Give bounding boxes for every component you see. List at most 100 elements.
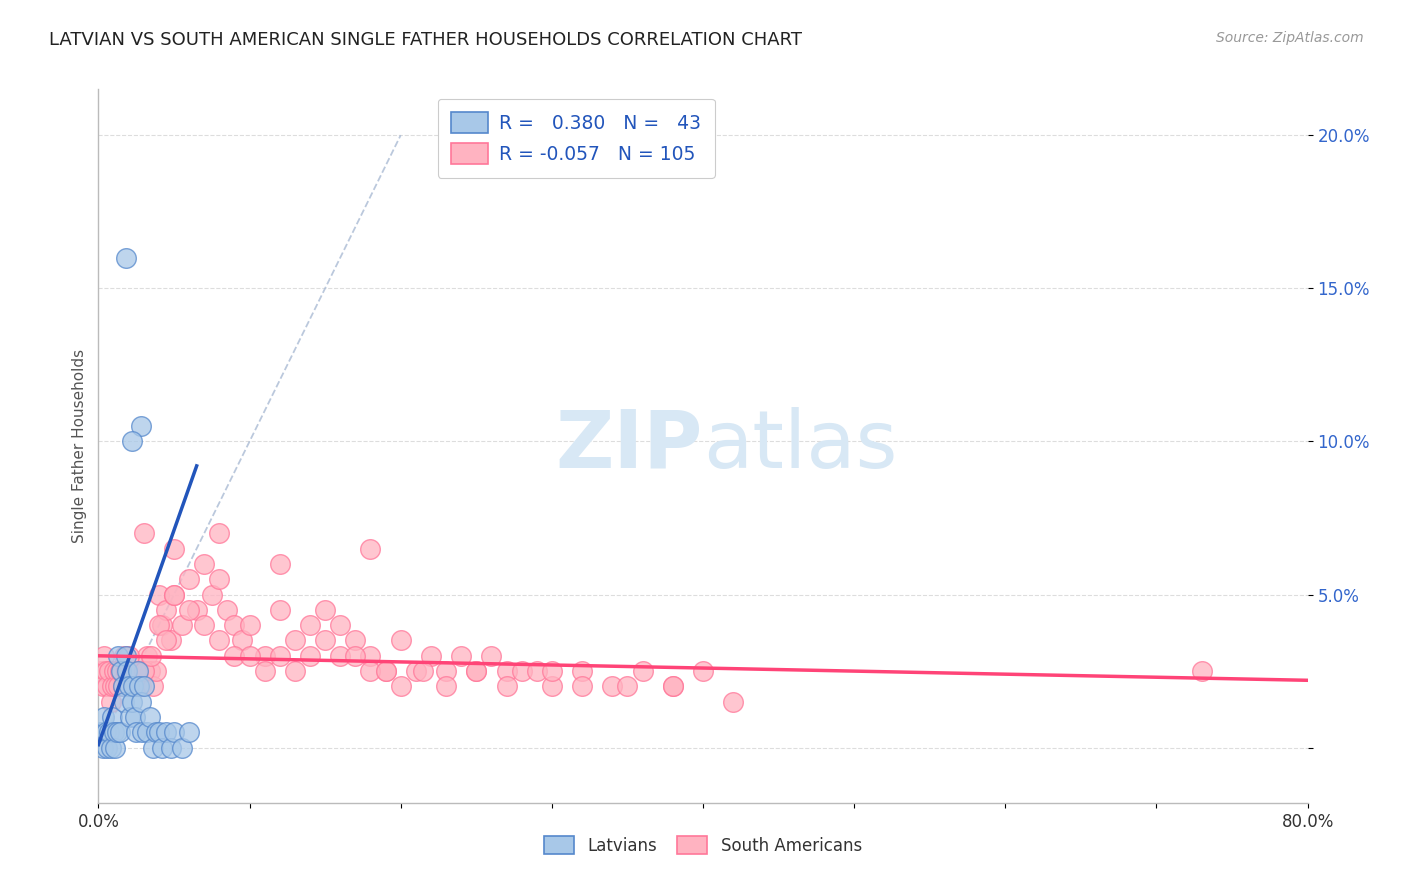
- Text: LATVIAN VS SOUTH AMERICAN SINGLE FATHER HOUSEHOLDS CORRELATION CHART: LATVIAN VS SOUTH AMERICAN SINGLE FATHER …: [49, 31, 803, 49]
- Point: [495, 664, 517, 678]
- Point: [170, 740, 193, 755]
- Point: [495, 680, 517, 694]
- Legend: R =   0.380   N =   43, R = -0.057   N = 105: R = 0.380 N = 43, R = -0.057 N = 105: [437, 99, 714, 178]
- Point: [118, 664, 141, 678]
- Point: [329, 618, 352, 632]
- Point: [96, 680, 118, 694]
- Point: [299, 618, 322, 632]
- Point: [314, 603, 336, 617]
- Point: [90, 725, 112, 739]
- Point: [129, 695, 152, 709]
- Point: [284, 664, 307, 678]
- Text: Source: ZipAtlas.com: Source: ZipAtlas.com: [1216, 31, 1364, 45]
- Point: [160, 633, 183, 648]
- Point: [135, 725, 157, 739]
- Point: [179, 603, 201, 617]
- Point: [104, 740, 127, 755]
- Point: [239, 648, 262, 663]
- Point: [269, 648, 291, 663]
- Point: [299, 648, 322, 663]
- Point: [314, 633, 336, 648]
- Point: [540, 680, 562, 694]
- Point: [269, 557, 291, 571]
- Point: [131, 725, 153, 739]
- Point: [111, 680, 134, 694]
- Point: [284, 633, 307, 648]
- Point: [101, 680, 124, 694]
- Point: [132, 680, 155, 694]
- Point: [103, 725, 125, 739]
- Point: [120, 710, 142, 724]
- Point: [481, 648, 503, 663]
- Point: [111, 680, 134, 694]
- Point: [115, 664, 138, 678]
- Point: [148, 588, 170, 602]
- Point: [360, 648, 382, 663]
- Point: [155, 725, 177, 739]
- Point: [118, 648, 141, 663]
- Point: [465, 664, 488, 678]
- Point: [122, 680, 145, 694]
- Point: [526, 664, 548, 678]
- Point: [661, 680, 683, 694]
- Point: [107, 680, 129, 694]
- Point: [94, 725, 117, 739]
- Point: [420, 648, 443, 663]
- Point: [128, 680, 150, 694]
- Point: [114, 251, 136, 265]
- Point: [132, 664, 155, 678]
- Point: [115, 680, 138, 694]
- Point: [155, 633, 177, 648]
- Point: [150, 740, 173, 755]
- Point: [179, 725, 201, 739]
- Point: [132, 664, 155, 678]
- Point: [434, 664, 457, 678]
- Point: [145, 664, 167, 678]
- Point: [208, 526, 231, 541]
- Point: [193, 557, 215, 571]
- Point: [465, 664, 488, 678]
- Point: [360, 541, 382, 556]
- Text: ZIP: ZIP: [555, 407, 703, 485]
- Point: [142, 740, 165, 755]
- Point: [155, 603, 177, 617]
- Point: [571, 680, 593, 694]
- Point: [179, 572, 201, 586]
- Point: [129, 680, 152, 694]
- Point: [661, 680, 683, 694]
- Point: [127, 664, 149, 678]
- Point: [329, 648, 352, 663]
- Point: [450, 648, 472, 663]
- Point: [127, 664, 149, 678]
- Point: [124, 680, 146, 694]
- Point: [139, 664, 162, 678]
- Point: [201, 588, 224, 602]
- Point: [100, 740, 122, 755]
- Point: [616, 680, 638, 694]
- Point: [112, 648, 135, 663]
- Point: [114, 648, 136, 663]
- Point: [114, 664, 136, 678]
- Point: [125, 664, 148, 678]
- Point: [98, 725, 121, 739]
- Point: [1191, 664, 1213, 678]
- Point: [631, 664, 654, 678]
- Point: [269, 603, 291, 617]
- Point: [124, 710, 146, 724]
- Point: [412, 664, 434, 678]
- Point: [118, 680, 141, 694]
- Point: [208, 633, 231, 648]
- Point: [125, 725, 148, 739]
- Point: [94, 664, 117, 678]
- Point: [231, 633, 253, 648]
- Point: [91, 740, 114, 755]
- Point: [100, 695, 122, 709]
- Point: [121, 664, 143, 678]
- Point: [105, 725, 128, 739]
- Point: [163, 541, 186, 556]
- Point: [103, 664, 125, 678]
- Point: [163, 588, 186, 602]
- Point: [510, 664, 533, 678]
- Point: [571, 664, 593, 678]
- Point: [160, 740, 183, 755]
